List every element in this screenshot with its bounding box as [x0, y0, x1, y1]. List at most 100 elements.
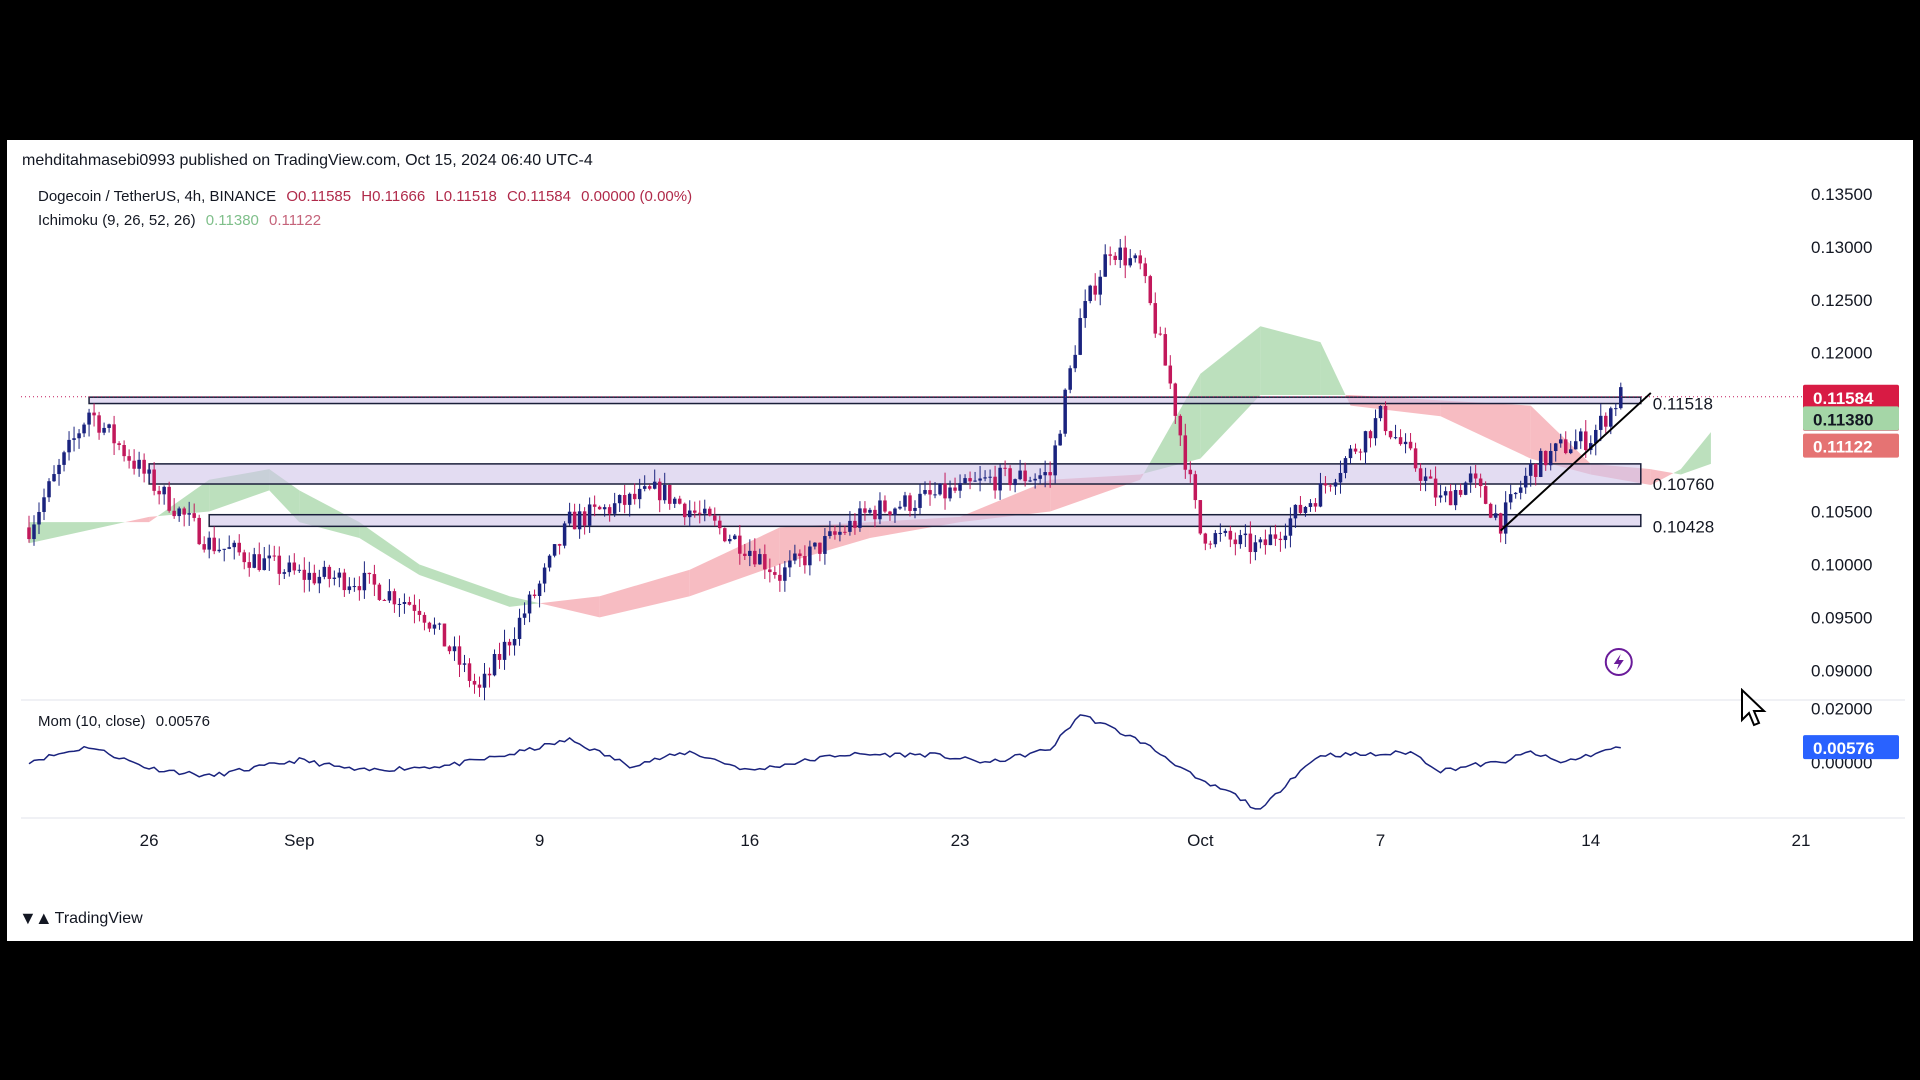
- candle-down: [908, 495, 912, 511]
- price-tick-label: 0.10000: [1811, 555, 1872, 574]
- candle-down: [1023, 470, 1027, 482]
- candle-down: [257, 554, 262, 571]
- momentum-badge-text: 0.00576: [1813, 739, 1874, 758]
- candle-up: [1443, 491, 1448, 496]
- ichimoku-legend: Ichimoku (9, 26, 52, 26) 0.11380 0.11122: [38, 212, 327, 229]
- candle-up: [547, 555, 552, 568]
- candle-down: [112, 424, 116, 444]
- candle-down: [467, 663, 472, 681]
- candle-down: [597, 506, 602, 510]
- chart-plot[interactable]: 0.11518 0.10760 0.10428 0.13500 0.13000 0.125…: [21, 178, 1905, 894]
- candle-up: [983, 477, 987, 479]
- candle-up: [1098, 276, 1102, 295]
- momentum-series-line: [28, 714, 1621, 810]
- time-tick-label: 16: [740, 831, 759, 850]
- candle-down: [142, 459, 146, 474]
- chart-container[interactable]: 0.11518 0.10760 0.10428 0.13500 0.13000 0.125…: [21, 178, 1905, 894]
- candle-up: [57, 464, 61, 475]
- candle-down: [1048, 472, 1052, 476]
- candle-up: [1213, 533, 1218, 545]
- last-price-badge-text: 0.11584: [1813, 389, 1874, 408]
- candle-down: [1168, 365, 1173, 384]
- candle-down: [1198, 500, 1203, 534]
- time-tick-label: 26: [140, 831, 159, 850]
- candle-down: [157, 490, 161, 495]
- candle-up: [1283, 535, 1288, 541]
- candle-down: [1228, 530, 1233, 540]
- candle-down: [507, 641, 512, 646]
- cloud-segment-bear: [689, 527, 780, 597]
- momentum-badge-bg: [1803, 735, 1899, 760]
- candle-down: [1498, 513, 1503, 534]
- candle-up: [552, 544, 557, 556]
- candle-up: [282, 572, 287, 574]
- candle-up: [1243, 533, 1248, 536]
- candle-down: [1323, 483, 1328, 486]
- candle-up: [1493, 513, 1498, 518]
- candle-down: [1433, 478, 1438, 498]
- ichimoku-badge-green-text: 0.11380: [1813, 410, 1874, 429]
- candle-up: [217, 549, 221, 552]
- candle-down: [818, 542, 822, 554]
- candle-down: [152, 469, 156, 491]
- candle-up: [267, 555, 272, 559]
- candle-up: [1073, 354, 1077, 369]
- candle-down: [873, 509, 877, 520]
- candle-down: [472, 680, 477, 685]
- candle-down: [167, 486, 171, 511]
- candle-up: [933, 494, 937, 496]
- cloud-segment-bull: [419, 564, 510, 607]
- candle-down: [667, 484, 672, 504]
- candle-up: [37, 511, 41, 525]
- candle-up: [77, 433, 81, 439]
- candle-up: [1513, 492, 1518, 495]
- ichimoku-value-2: 0.11122: [269, 212, 322, 229]
- candle-up: [1018, 470, 1022, 480]
- price-tick-label: 0.09000: [1811, 661, 1872, 680]
- candle-down: [292, 562, 297, 571]
- candle-up: [948, 487, 952, 499]
- candle-down: [1113, 255, 1117, 260]
- candle-up: [402, 602, 407, 604]
- candle-down: [798, 553, 802, 557]
- price-tick-label: 0.09500: [1811, 608, 1872, 627]
- candle-up: [227, 547, 231, 549]
- candle-down: [172, 510, 176, 517]
- candle-down: [622, 495, 627, 505]
- candle-up: [1088, 285, 1092, 302]
- candle-up: [562, 523, 567, 546]
- candle-up: [337, 572, 342, 578]
- candle-down: [1398, 437, 1403, 445]
- cloud-segment-bear: [1440, 400, 1531, 459]
- cloud-segment-bull: [1673, 469, 1681, 475]
- candle-down: [698, 512, 702, 514]
- candle-up: [958, 483, 962, 491]
- candle-up: [527, 594, 532, 614]
- candle-down: [377, 584, 382, 600]
- candle-down: [357, 586, 362, 591]
- candle-down: [1473, 473, 1478, 479]
- candle-down: [1328, 485, 1333, 487]
- candle-up: [1348, 448, 1353, 459]
- candle-up: [587, 504, 592, 526]
- candle-down: [738, 535, 742, 554]
- candle-up: [617, 495, 622, 504]
- candle-down: [1563, 439, 1568, 454]
- candle-down: [753, 550, 757, 565]
- candle-down: [1543, 450, 1548, 466]
- cloud-segment-bear: [125, 516, 150, 523]
- candle-down: [803, 556, 807, 566]
- candle-up: [978, 478, 982, 481]
- candle-up: [1508, 494, 1513, 503]
- candle-down: [247, 562, 252, 568]
- support-resistance-zone: [208, 513, 1642, 528]
- candle-up: [893, 508, 897, 515]
- tradingview-brand[interactable]: ▼▲ TradingView: [19, 908, 143, 929]
- candle-down: [302, 569, 307, 580]
- candle-up: [1053, 445, 1057, 476]
- time-tick-label: Oct: [1187, 831, 1214, 850]
- candle-up: [452, 646, 457, 652]
- ohlc-high: H0.11666: [361, 188, 426, 205]
- candle-down: [718, 520, 722, 529]
- candle-down: [407, 602, 412, 605]
